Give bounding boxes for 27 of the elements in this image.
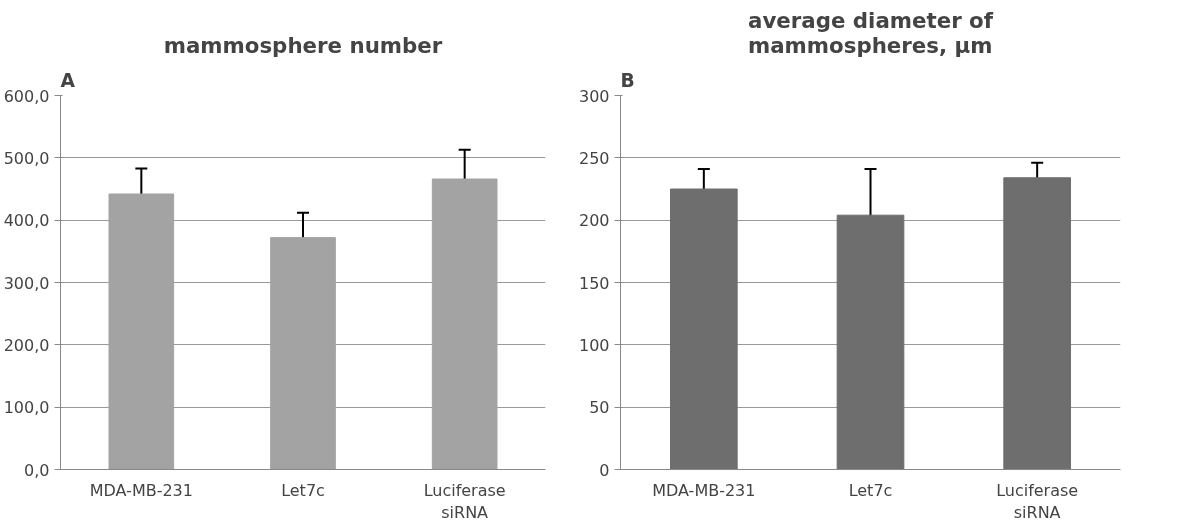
y-tick-label: 0,0 xyxy=(24,460,50,480)
y-tick-label: 300 xyxy=(578,86,610,106)
text: A xyxy=(60,69,76,91)
y-tick-label: 100 xyxy=(578,335,610,355)
y-tick-label: 500,0 xyxy=(3,148,50,168)
y-tick-label: 300,0 xyxy=(3,273,50,293)
y-tick-label: 150 xyxy=(578,273,610,293)
bar xyxy=(836,214,905,470)
chart-title: mammosphere number xyxy=(163,32,443,58)
y-tick-label: 400,0 xyxy=(3,211,50,231)
x-tick-label: Luciferase siRNA xyxy=(423,480,506,523)
y-tick-label: 200,0 xyxy=(3,335,50,355)
text: B xyxy=(620,69,635,91)
x-tick-label: MDA-MB-231 xyxy=(652,480,756,500)
y-tick-label: 250 xyxy=(578,148,610,168)
y-tick-label: 600,0 xyxy=(3,86,50,106)
x-tick-label: Let7c xyxy=(848,480,893,500)
x-tick-label: Let7c xyxy=(281,480,325,500)
bar xyxy=(1003,177,1071,470)
y-tick-label: 50 xyxy=(589,398,610,418)
y-tick-label: 0 xyxy=(599,460,610,480)
x-tick-label: MDA-MB-231 xyxy=(89,480,193,500)
bar xyxy=(670,188,738,470)
chart-title: average diameter of mammospheres, µm xyxy=(747,7,994,58)
x-tick-label: Luciferase siRNA xyxy=(996,480,1079,523)
y-tick-label: 200 xyxy=(578,211,610,231)
y-tick-label: 100,0 xyxy=(3,398,50,418)
